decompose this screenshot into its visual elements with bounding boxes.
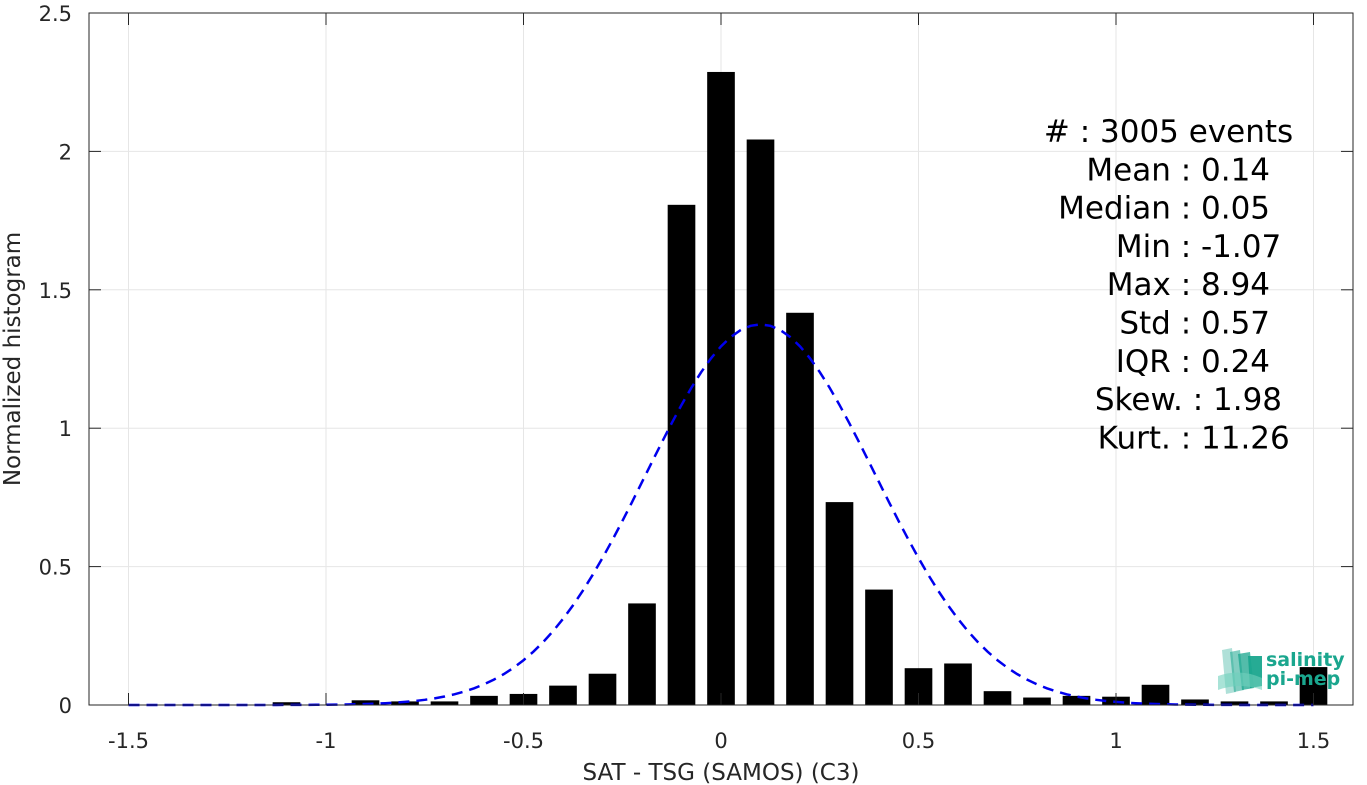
stat-line-1: Mean : 0.14: [1086, 152, 1270, 188]
stat-value-8: 11.26: [1201, 420, 1290, 456]
x-tick-label-4: 0.5: [902, 729, 935, 753]
bar-27: [1181, 699, 1209, 705]
x-tick-label-6: 1.5: [1297, 729, 1330, 753]
bar-28: [1220, 701, 1249, 705]
stat-value-2: 0.05: [1201, 191, 1270, 227]
bar-22: [983, 691, 1012, 705]
bar-24: [1062, 695, 1091, 705]
stat-label-7: Skew. :: [1095, 382, 1213, 418]
y-tick-label-3: 1.5: [39, 279, 72, 303]
x-tick-label-3: 0: [714, 729, 727, 753]
bar-4: [272, 702, 301, 705]
stat-value-3: -1.07: [1201, 229, 1281, 265]
y-tick-label-1: 0.5: [39, 556, 72, 580]
bar-17: [786, 312, 814, 705]
bar-23: [1023, 697, 1051, 705]
y-axis-label: Normalized histogram: [0, 232, 26, 486]
histogram-bars: [272, 71, 1328, 706]
stat-label-4: Max :: [1107, 267, 1201, 303]
x-tick-label-1: -1: [316, 729, 337, 753]
stat-value-0: 3005 events: [1100, 114, 1293, 150]
bar-13: [628, 603, 656, 705]
bar-8: [430, 701, 459, 705]
y-tick-label-0: 0: [59, 694, 72, 718]
stat-value-5: 0.57: [1201, 306, 1270, 342]
stat-value-6: 0.24: [1201, 344, 1270, 380]
stat-label-8: Kurt. :: [1098, 420, 1201, 456]
stat-value-7: 1.98: [1213, 382, 1282, 418]
stat-line-0: # : 3005 events: [1044, 114, 1293, 150]
x-axis-label: SAT - TSG (SAMOS) (C3): [583, 760, 860, 785]
axes: [88, 12, 1354, 706]
stat-line-8: Kurt. : 11.26: [1098, 420, 1290, 456]
logo-wave-icon: [1218, 648, 1262, 694]
stat-label-6: IQR :: [1116, 344, 1201, 380]
stat-line-5: Std : 0.57: [1119, 306, 1270, 342]
x-tick-label-2: -0.5: [503, 729, 544, 753]
bar-15: [707, 71, 735, 706]
stat-label-0: # :: [1044, 114, 1100, 150]
stat-label-3: Min :: [1116, 229, 1201, 265]
y-tick-label-2: 1: [59, 417, 72, 441]
bar-21: [944, 663, 972, 705]
stat-line-3: Min : -1.07: [1116, 229, 1281, 265]
bar-7: [391, 701, 419, 705]
bar-29: [1260, 701, 1288, 705]
stat-line-6: IQR : 0.24: [1116, 344, 1270, 380]
stat-label-5: Std :: [1119, 306, 1201, 342]
stat-label-2: Median :: [1058, 191, 1201, 227]
x-tick-label-5: 1: [1109, 729, 1122, 753]
logo-line1: salinity: [1266, 649, 1345, 671]
stat-line-7: Skew. : 1.98: [1095, 382, 1282, 418]
stat-value-1: 0.14: [1201, 152, 1270, 188]
stat-line-4: Max : 8.94: [1107, 267, 1270, 303]
bar-11: [549, 685, 577, 705]
stat-line-2: Median : 0.05: [1058, 191, 1270, 227]
x-tick-labels: -1.5 -1 -0.5 0 0.5 1 1.5: [108, 729, 1330, 753]
y-tick-labels: 0 0.5 1 1.5 2 2.5: [39, 2, 72, 718]
bar-19: [865, 589, 893, 705]
logo-line2: pi-mep: [1266, 668, 1340, 690]
x-tick-label-0: -1.5: [108, 729, 149, 753]
stat-value-4: 8.94: [1201, 267, 1270, 303]
salinity-pi-mep-logo: salinity pi-mep: [1218, 648, 1345, 694]
bar-16: [746, 139, 775, 705]
bar-26: [1141, 684, 1170, 705]
y-tick-label-4: 2: [59, 140, 72, 164]
bar-18: [825, 502, 854, 705]
bar-12: [588, 673, 617, 705]
bar-14: [667, 204, 696, 706]
bar-9: [470, 695, 498, 705]
y-tick-label-5: 2.5: [39, 2, 72, 26]
stat-label-1: Mean :: [1086, 152, 1201, 188]
bar-6: [351, 700, 380, 705]
